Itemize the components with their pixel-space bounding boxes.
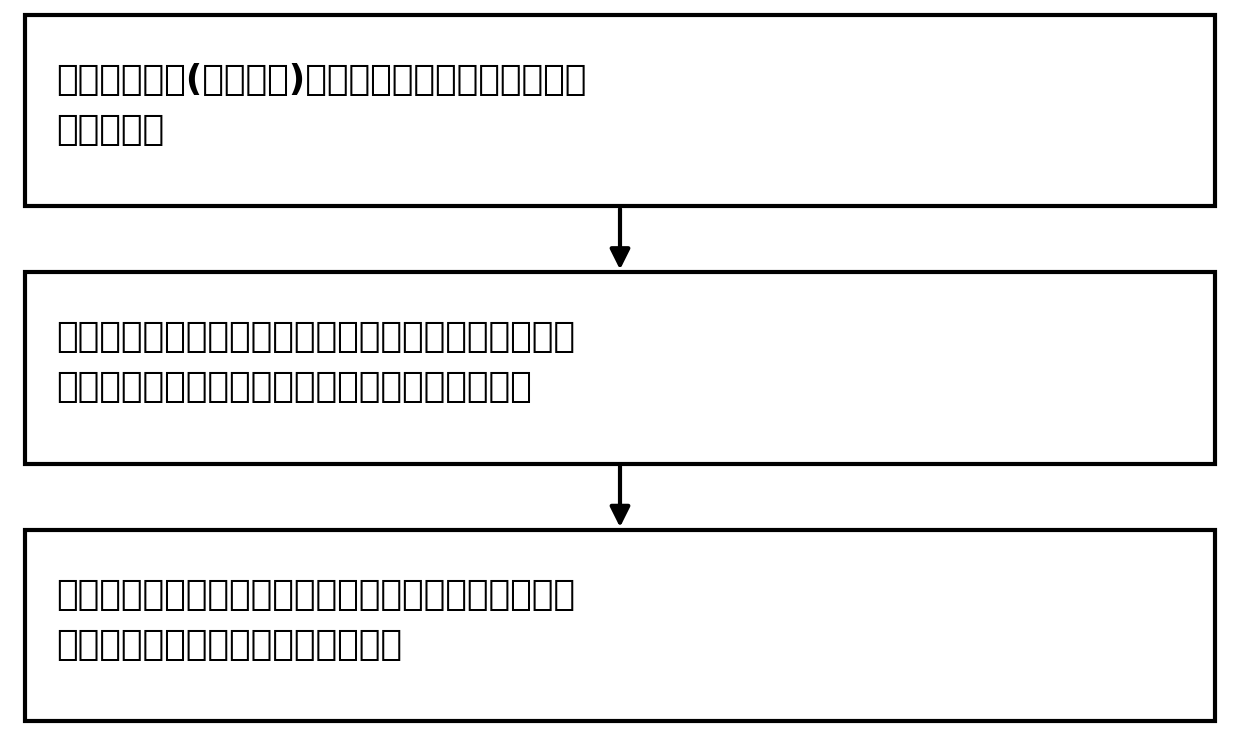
Text: 根据水平总辐照假设晴天指数，得到水平直射辐照及水
平散射辐照，根据斜面辐照模型计算理论斜面辐照: 根据水平总辐照假设晴天指数，得到水平直射辐照及水 平散射辐照，根据斜面辐照模型计… (56, 320, 575, 404)
FancyBboxPatch shape (25, 530, 1215, 721)
Text: 使用两个以上(包括两个)辐照计分别采集水平总辐照及
斜面总辐照: 使用两个以上(包括两个)辐照计分别采集水平总辐照及 斜面总辐照 (56, 63, 587, 146)
Text: 将理论斜面辐照与实测斜面辐照作对比，确定晴天指数
区间，最后利用插值法评估晴天指数: 将理论斜面辐照与实测斜面辐照作对比，确定晴天指数 区间，最后利用插值法评估晴天指… (56, 578, 575, 662)
FancyBboxPatch shape (25, 272, 1215, 464)
FancyBboxPatch shape (25, 15, 1215, 206)
